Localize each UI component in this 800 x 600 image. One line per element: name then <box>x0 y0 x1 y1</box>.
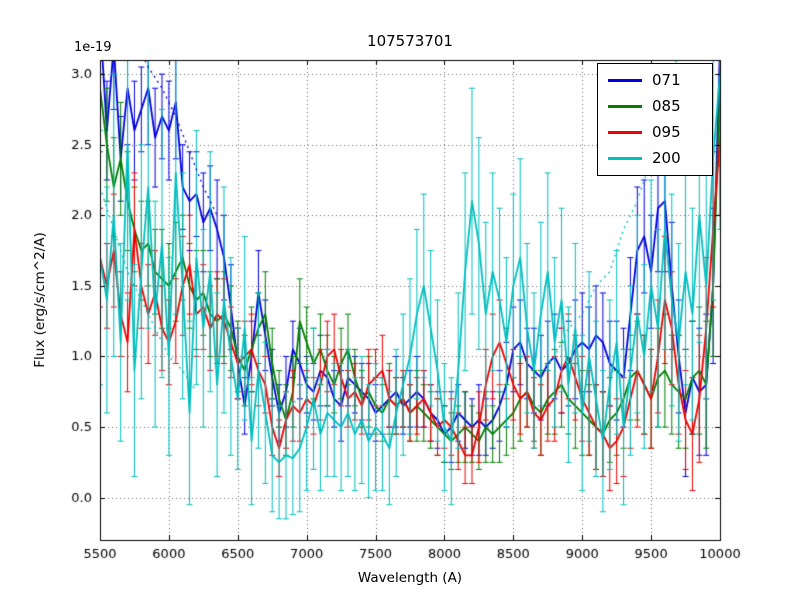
legend-swatch <box>608 131 642 134</box>
legend: 071 085 095 200 <box>597 63 713 176</box>
x-axis-label: Wavelength (A) <box>357 570 463 586</box>
legend-swatch <box>608 157 642 160</box>
legend-label: 200 <box>652 149 681 167</box>
legend-label: 085 <box>652 97 681 115</box>
plot-title: 107573701 <box>367 32 453 50</box>
legend-item: 085 <box>608 99 702 114</box>
legend-swatch <box>608 79 642 82</box>
y-axis-offset-label: 1e-19 <box>74 40 112 55</box>
y-axis-label: Flux (erg/s/cm^2/A) <box>32 232 48 368</box>
legend-label: 071 <box>652 71 681 89</box>
legend-item: 200 <box>608 151 702 166</box>
legend-swatch <box>608 105 642 108</box>
legend-label: 095 <box>652 123 681 141</box>
legend-item: 071 <box>608 73 702 88</box>
legend-item: 095 <box>608 125 702 140</box>
